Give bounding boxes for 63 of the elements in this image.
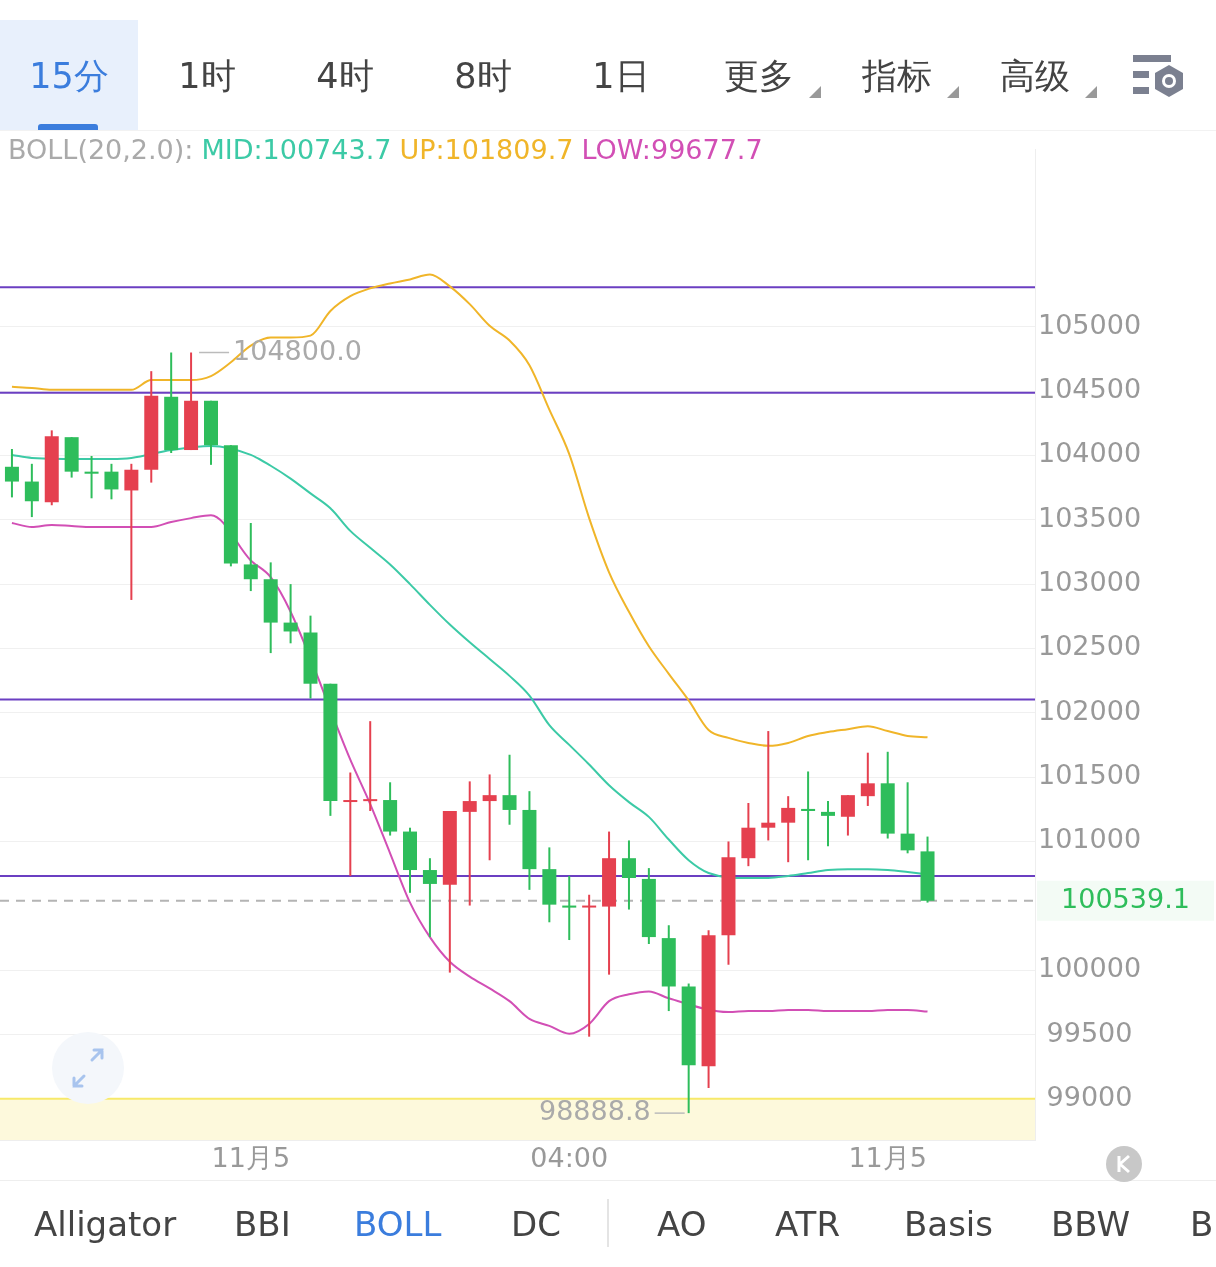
candlestick [343,771,358,877]
candlestick [801,770,816,862]
candlestick [860,751,875,807]
candlestick [761,730,776,842]
text: 15分 [0,20,138,130]
candlestick [243,522,258,593]
candlestick [840,794,855,837]
annotation: 98888.8 [539,1095,651,1127]
text: Alligator [34,1203,177,1246]
candlestick [363,720,378,812]
legend-title: BOLL(20,2.0): [8,134,194,165]
candlestick [482,773,497,862]
text: 1时 [177,55,237,98]
y-tick-label: 105000 [1038,308,1142,340]
text: 指标 [861,55,933,98]
candlestick [821,800,835,848]
candlestick [462,780,477,907]
ref-line-label: 100539.1 [1061,882,1190,914]
candlestick [900,781,915,855]
y-tick-label: 102500 [1038,630,1142,662]
candlestick [562,874,577,942]
candlestick [781,795,796,864]
y-tick-label: 104000 [1038,437,1142,469]
candlestick [283,583,298,645]
y-tick-label: 103500 [1038,501,1142,533]
x-tick-label: 11月5 [211,1142,291,1174]
candlestick [104,462,119,501]
text: DC [511,1203,561,1246]
text: BBW [1051,1203,1131,1246]
x-tick-label: 04:00 [530,1142,609,1174]
text: 4时 [315,55,375,98]
candlestick [4,448,19,499]
text: BBI [234,1203,291,1246]
text: 高级 [999,55,1071,98]
y-tick-label: 101000 [1038,823,1142,855]
candlestick [124,462,139,601]
text: ATR [775,1203,841,1246]
line-series [10,514,929,1035]
text: BOLL [354,1203,442,1246]
text: UP:101809.7 [399,134,574,165]
y-tick-label: 101500 [1038,759,1142,791]
text: AO [657,1203,707,1246]
text: LOW:99677.7 [581,134,763,165]
y-tick-label: 103000 [1038,566,1142,598]
y-tick-label: 100000 [1038,952,1142,984]
y-tick-label: 102000 [1038,694,1142,726]
candlestick [582,893,597,1038]
candlestick [621,839,636,911]
text: Basis [904,1203,994,1246]
candlestick [84,454,99,500]
text: MID:100743.7 [201,134,392,165]
line-series [10,273,929,747]
text: 更多 [723,55,795,98]
candlestick [24,462,39,519]
candlestick [422,857,437,939]
x-tick-label: 11月5 [848,1142,927,1174]
text: 1日 [591,55,651,98]
text: 8时 [453,55,513,98]
text: B [1190,1203,1214,1246]
candlestick [502,753,517,826]
y-tick-label: 99500 [1046,1016,1133,1048]
y-tick-label: 104500 [1038,373,1142,405]
y-tick-label: 99000 [1046,1080,1133,1112]
